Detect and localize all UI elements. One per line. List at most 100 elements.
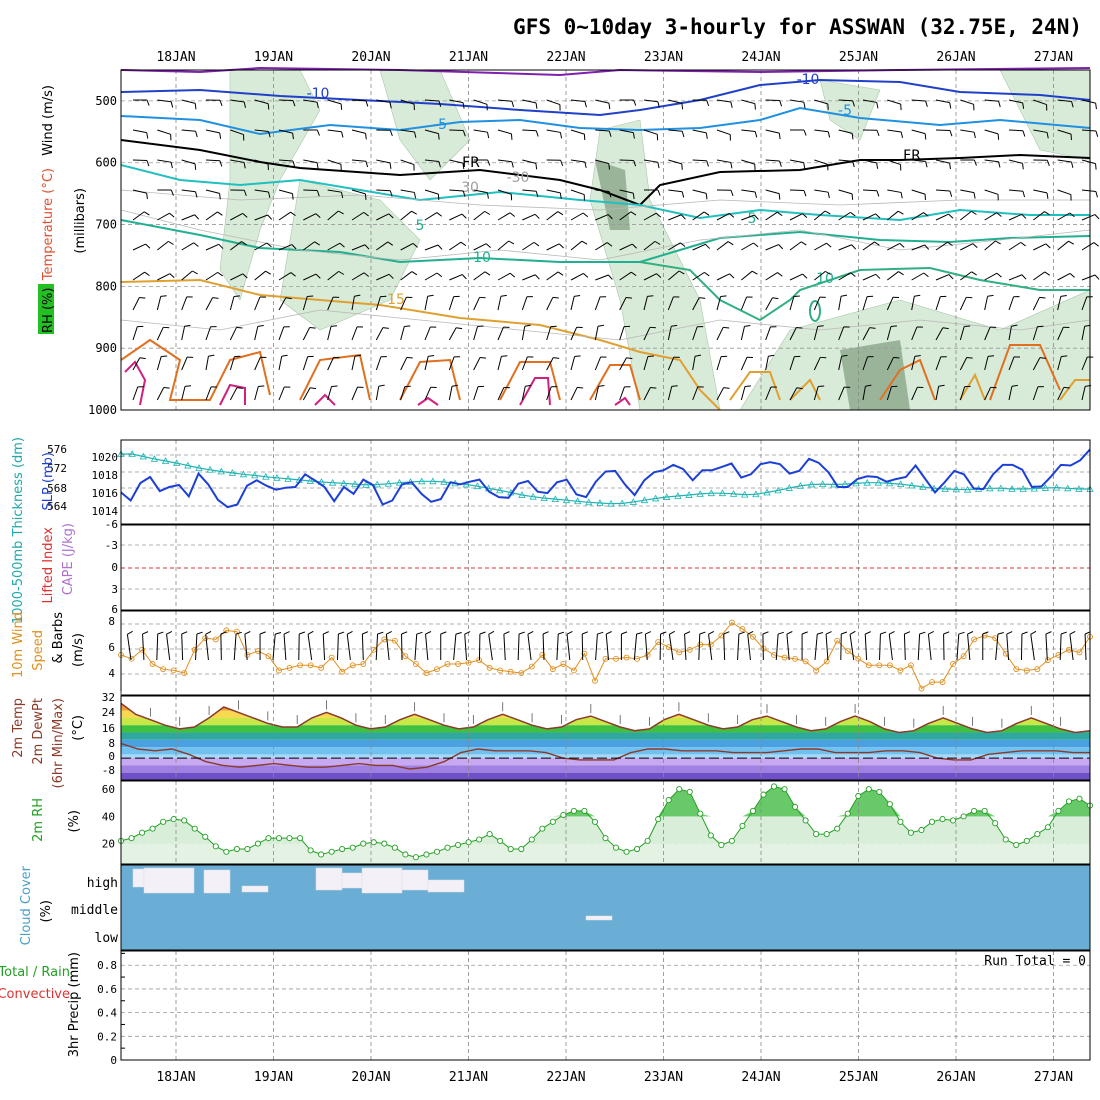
wind-barb-flag [365,133,367,140]
surface-wind-barb-flag [259,631,266,635]
wind-barb [522,189,537,192]
surface-wind-barb-flag [786,631,793,635]
surface-wind-barb-flag [386,630,392,635]
wind-barb [619,326,625,341]
surface-wind-barb [775,634,779,661]
wind-speed-marker [1034,666,1041,673]
wind-barb [205,129,220,134]
wind-barb [303,213,317,221]
wind-barb-flag [1095,130,1099,137]
wind-barb [643,240,656,251]
wind-barb-flag [875,213,881,219]
wind-barb [984,272,998,281]
wind-barb [156,296,162,311]
rh-marker [349,844,356,851]
temperature-band [121,765,1090,773]
thickness-marker [885,479,894,487]
wind-barb [473,386,479,401]
rh-marker [1002,836,1009,843]
wind-barb-flag [608,130,612,137]
wind-barb-flag [365,100,369,107]
thickness-marker [585,498,593,506]
wind-barb [230,99,245,103]
rh-marker [634,845,641,853]
wind-barb [1032,357,1041,371]
wind-barb-flag [534,213,540,219]
wind-barb-flag [486,192,489,199]
wind-barb [156,356,162,371]
wind-barb-flag [729,273,735,279]
wind-speed-marker [918,685,925,692]
wind-barb-flag [208,354,215,357]
slp-tick-label: 1018 [92,469,119,482]
wind-barb [497,240,510,251]
wind-barb [984,356,989,371]
wind-barb [400,297,407,311]
surface-wind-barb [1069,634,1074,661]
thickness-marker [741,490,749,498]
wind-barb-flag [501,355,508,357]
contour-label: FR [903,148,921,164]
thickness-marker [607,499,615,507]
wind-barb [497,189,512,195]
cloud-cover-block [341,872,363,889]
wind-barb [302,356,309,371]
date-label-bottom: 20JAN [351,1070,390,1085]
wind-barb [546,129,561,133]
wind-barb [886,297,894,311]
wind-barb [1057,387,1065,401]
contour-label: 10 [816,271,834,287]
wind-barb [1032,386,1039,401]
surface-wind-barb [517,633,520,661]
wind-barb [424,129,439,135]
wind-barb [181,356,188,371]
wind-speed-marker [739,626,746,633]
wind-barb [692,211,705,221]
temperature-tick-label: 24 [102,706,116,719]
rh-marker [170,816,177,823]
wind-barb [448,386,453,401]
wind-barb-flag [998,101,1001,108]
wind-barb [960,271,972,281]
wind-barb [424,356,429,371]
wind-barb-flag [723,387,730,389]
contour-label: -30 [507,170,530,186]
rh-marker [1055,807,1062,814]
wind-barb [814,99,828,105]
date-label-bottom: 22JAN [546,1070,585,1085]
wind-barb [497,159,512,163]
wind-barb [984,326,991,341]
wind-barb-flag [914,294,921,297]
wind-barb-flag [633,99,637,106]
surface-wind-barb-flag [928,630,934,635]
wind-barb-flag [290,211,296,217]
wind-barb-flag [632,193,635,200]
wind-barb [1057,129,1072,135]
rh-marker [476,836,483,843]
rh-marker [560,811,567,819]
date-label-bottom: 18JAN [156,1070,195,1085]
pressure-tick-label: 500 [95,94,117,108]
wind-barb [570,99,585,102]
wind-barb [351,129,366,134]
rh-marker [971,807,978,814]
wind-barb-flag [487,132,490,139]
cloud-low-label: low [95,931,119,946]
wind-barb-flag [146,160,150,167]
surface-wind-barb-flag [919,631,926,635]
wind-barb-flag [354,354,361,357]
wind-barb-flag [898,271,904,276]
surface-wind-barb-flag [636,631,643,635]
cloud-cover-block [241,885,269,893]
stability-tick-label: 0 [111,561,118,574]
wind-barb-flag [413,192,417,199]
rh-marker [328,848,335,855]
date-axis-top: 18JAN 19JAN 20JAN 21JAN 22JAN 23JAN 24JAN 25JAN… [156,50,1073,65]
wind-barb [619,243,633,251]
wind-barb-flag [949,102,952,109]
wind-barb [546,211,559,221]
wind-speed-marker [139,646,146,653]
wind-barb [254,214,268,221]
wind-speed-marker [728,619,735,626]
thickness-marker [618,499,626,507]
